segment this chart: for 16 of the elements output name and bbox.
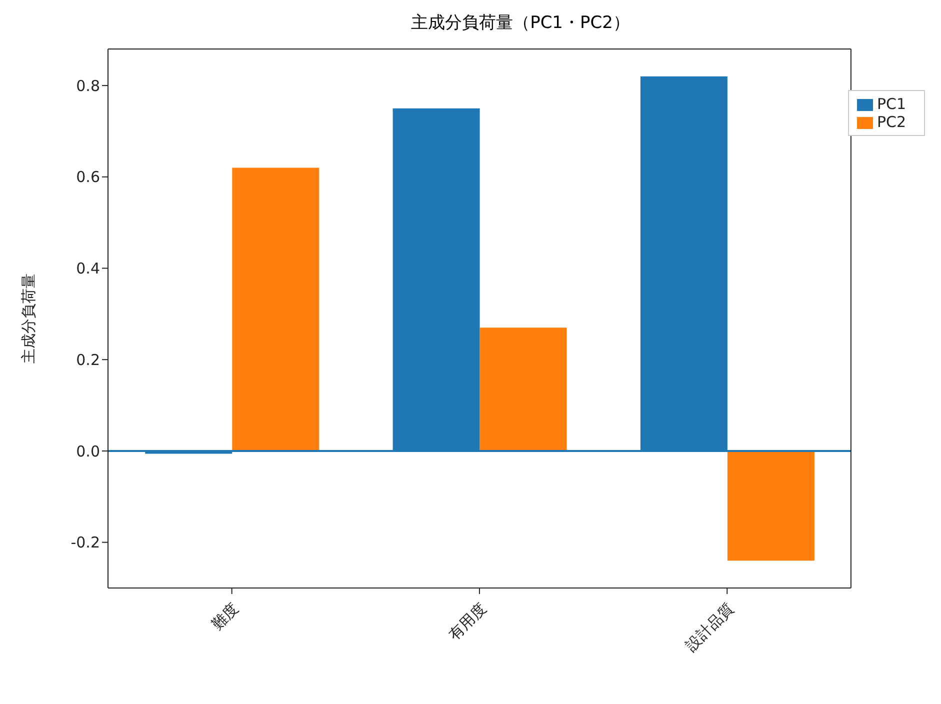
legend-label: PC2: [876, 113, 906, 131]
y-tick-label: 0.8: [76, 76, 100, 95]
y-tick-label: 0.2: [76, 350, 100, 369]
y-tick-label: 0.0: [76, 442, 100, 460]
bar: [480, 328, 567, 451]
y-tick-label: 0.4: [76, 260, 100, 278]
x-tick-label: 難度: [208, 600, 242, 634]
chart-title: 主成分負荷量（PC1・PC2）: [410, 12, 631, 35]
x-tick-label: 設計品質: [682, 600, 738, 655]
y-tick-label: 0.6: [76, 168, 100, 186]
bar: [727, 450, 814, 561]
y-axis-title: 主成分負荷量: [19, 274, 38, 364]
x-tick-label: 有用度: [445, 600, 490, 644]
legend-label: PC1: [876, 95, 906, 113]
bar: [232, 168, 320, 451]
y-tick-label: -0.2: [70, 534, 100, 552]
